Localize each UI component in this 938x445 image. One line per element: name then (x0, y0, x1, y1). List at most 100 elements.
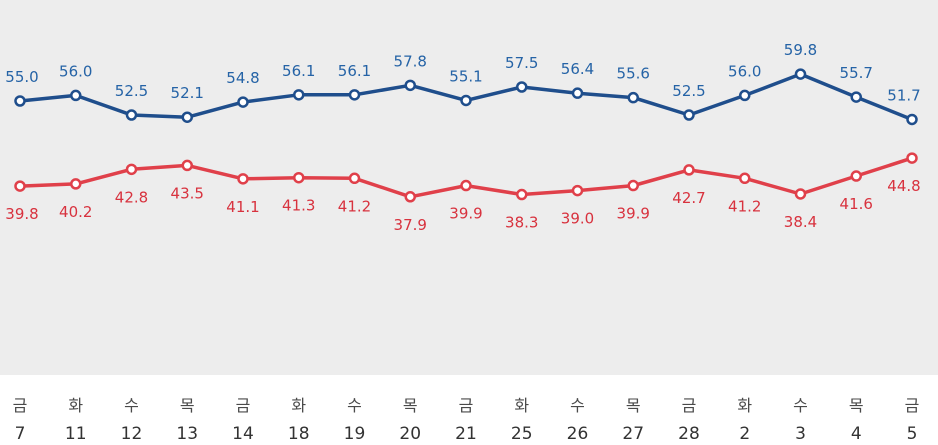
data-label-red: 41.2 (728, 197, 761, 215)
series-points (14, 68, 918, 203)
x-tick-date: 21 (455, 424, 477, 444)
data-point-blue (348, 89, 361, 101)
data-point-blue (739, 89, 751, 102)
data-label-red: 41.6 (840, 195, 873, 213)
data-label-blue: 56.4 (561, 60, 594, 78)
data-point-red (14, 180, 26, 192)
x-tick-date: 4 (851, 424, 862, 444)
data-point-red (627, 179, 639, 192)
data-label-blue: 55.6 (617, 65, 650, 83)
data-point-blue (14, 95, 26, 107)
data-point-blue (293, 89, 305, 101)
data-point-blue (571, 87, 584, 99)
data-label-blue: 54.8 (226, 69, 259, 87)
data-label-red: 41.1 (226, 198, 259, 216)
data-point-blue (181, 111, 193, 123)
x-tick-day: 목 (849, 396, 864, 415)
data-label-red: 39.8 (5, 205, 38, 223)
series-lines (18, 72, 914, 199)
x-tick-date: 28 (678, 424, 700, 444)
data-point-blue (683, 109, 695, 121)
x-tick-date: 25 (511, 424, 533, 444)
data-label-blue: 57.5 (505, 54, 538, 72)
data-point-red (739, 172, 751, 185)
x-tick-day: 수 (570, 396, 585, 415)
data-point-red (181, 159, 193, 172)
data-label-red: 41.3 (282, 197, 315, 215)
data-point-red (404, 191, 416, 203)
data-label-blue: 57.8 (394, 52, 427, 70)
data-label-blue: 51.7 (887, 86, 920, 104)
x-tick-date: 11 (65, 424, 87, 444)
data-point-red (460, 179, 472, 192)
data-point-blue (237, 96, 249, 108)
data-label-blue: 56.1 (338, 62, 371, 80)
data-label-blue: 56.0 (59, 62, 92, 80)
x-tick-day: 목 (403, 396, 418, 415)
data-label-blue: 52.5 (672, 82, 705, 100)
x-tick-date: 12 (121, 424, 143, 444)
data-labels: 55.0 56.0 52.5 52.1 54.8 56.1 56.1 57.8 55.1 57.5… (5, 41, 920, 234)
x-tick-date: 18 (288, 424, 310, 444)
data-label-blue: 55.7 (840, 64, 873, 82)
x-tick-day: 금 (236, 396, 251, 415)
data-label-red: 38.3 (505, 214, 538, 232)
x-tick-day: 화 (737, 396, 752, 415)
data-point-red (516, 188, 528, 201)
data-point-red (293, 171, 305, 184)
data-label-red: 39.9 (449, 205, 482, 223)
data-label-red: 43.5 (171, 184, 204, 202)
x-tick-day: 화 (291, 396, 306, 415)
data-label-blue: 56.1 (282, 62, 315, 80)
data-label-red: 39.0 (561, 210, 594, 228)
data-label-red: 37.9 (394, 216, 427, 234)
data-point-blue (906, 113, 918, 126)
data-label-blue: 56.0 (728, 62, 761, 80)
x-tick-date: 19 (344, 424, 366, 444)
x-tick-day: 금 (682, 396, 697, 415)
data-label-red: 38.4 (784, 213, 817, 231)
data-label-red: 39.9 (617, 205, 650, 223)
x-tick-day: 수 (124, 396, 139, 415)
x-tick-day: 수 (347, 396, 362, 415)
data-point-blue (516, 81, 528, 93)
data-label-red: 42.8 (115, 188, 148, 206)
x-tick-date: 27 (622, 424, 644, 444)
data-point-red (794, 188, 807, 200)
data-point-red (125, 163, 138, 176)
x-tick-day: 목 (626, 396, 641, 415)
x-tick-day: 목 (180, 396, 195, 415)
x-tick-day: 수 (793, 396, 808, 415)
x-tick-date: 3 (795, 424, 806, 444)
data-label-blue: 55.0 (5, 68, 38, 86)
x-tick-day: 금 (905, 396, 920, 415)
x-tick-date: 13 (176, 424, 198, 444)
data-point-blue (794, 68, 807, 80)
data-label-red: 40.2 (59, 203, 92, 221)
data-label-red: 42.7 (672, 189, 705, 207)
data-point-red (237, 173, 249, 185)
data-point-blue (627, 91, 639, 104)
data-point-blue (460, 94, 472, 107)
x-tick-day: 금 (459, 396, 474, 415)
data-label-blue: 55.1 (449, 67, 482, 85)
x-tick-date: 5 (907, 424, 918, 444)
x-tick-day: 화 (514, 396, 529, 415)
data-label-blue: 52.1 (171, 84, 204, 102)
data-point-red (906, 152, 918, 164)
x-tick-day: 화 (68, 396, 83, 415)
data-point-blue (850, 91, 862, 103)
x-tick-date: 14 (232, 424, 254, 444)
data-point-red (683, 164, 695, 176)
x-tick-date: 20 (399, 424, 421, 444)
data-label-blue: 52.5 (115, 82, 148, 100)
data-label-red: 44.8 (887, 177, 920, 195)
x-tick-date: 26 (567, 424, 589, 444)
x-tick-date: 2 (739, 424, 750, 444)
x-tick-day: 금 (13, 396, 28, 415)
data-point-red (70, 178, 82, 190)
data-point-red (348, 172, 361, 185)
x-tick-date: 7 (15, 424, 26, 444)
